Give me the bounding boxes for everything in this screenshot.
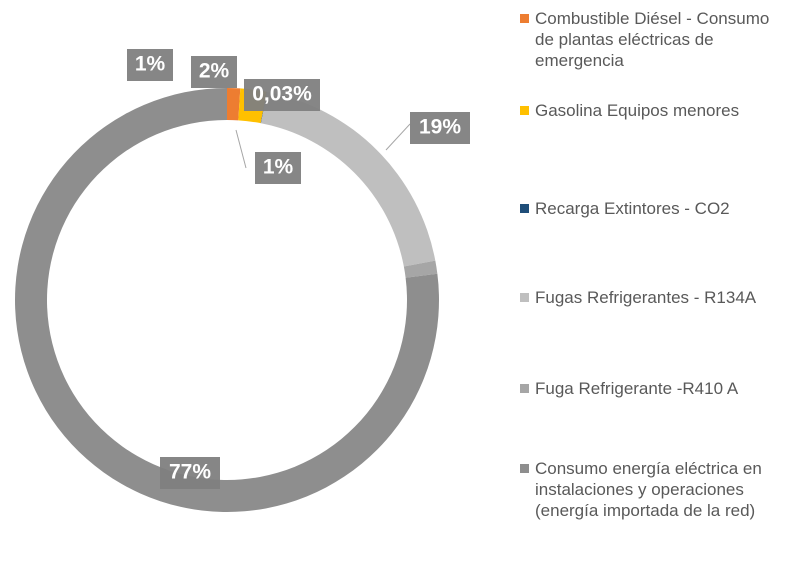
donut-segment <box>403 260 438 278</box>
legend-label: Fugas Refrigerantes - R134A <box>535 288 757 307</box>
legend-entry: Recarga Extintores - CO2 <box>520 198 782 219</box>
data-label: 77% <box>169 461 211 484</box>
data-label: 2% <box>199 60 230 83</box>
legend-swatch <box>520 293 529 302</box>
data-label: 1% <box>135 53 166 76</box>
data-label: 0,03% <box>252 83 312 106</box>
label-box <box>160 457 220 489</box>
legend-entry: Gasolina Equipos menores <box>520 100 782 121</box>
legend-swatch <box>520 14 529 23</box>
label-box <box>191 56 237 88</box>
legend-label: Combustible Diésel - Consumo de plantas … <box>535 9 770 70</box>
leader-line <box>235 129 247 169</box>
label-box <box>255 152 301 184</box>
legend-label: Consumo energía eléctrica en instalacion… <box>535 459 762 520</box>
label-box <box>244 79 320 111</box>
legend-label: Recarga Extintores - CO2 <box>535 199 730 218</box>
legend-swatch <box>520 464 529 473</box>
legend-entry: Fuga Refrigerante -R410 A <box>520 378 782 399</box>
leader-line <box>385 123 411 151</box>
data-label: 1% <box>263 156 294 179</box>
data-label: 19% <box>419 116 461 139</box>
legend-entry: Combustible Diésel - Consumo de plantas … <box>520 8 782 71</box>
legend-entry: Fugas Refrigerantes - R134A <box>520 287 782 308</box>
legend-label: Gasolina Equipos menores <box>535 101 740 120</box>
legend-entry: Consumo energía eléctrica en instalacion… <box>520 458 782 521</box>
label-box <box>127 49 173 81</box>
donut-segment <box>227 88 241 121</box>
donut-segment <box>261 91 436 267</box>
legend-swatch <box>520 384 529 393</box>
legend-swatch <box>520 106 529 115</box>
legend-swatch <box>520 204 529 213</box>
label-box <box>410 112 470 144</box>
legend-label: Fuga Refrigerante -R410 A <box>535 379 739 398</box>
